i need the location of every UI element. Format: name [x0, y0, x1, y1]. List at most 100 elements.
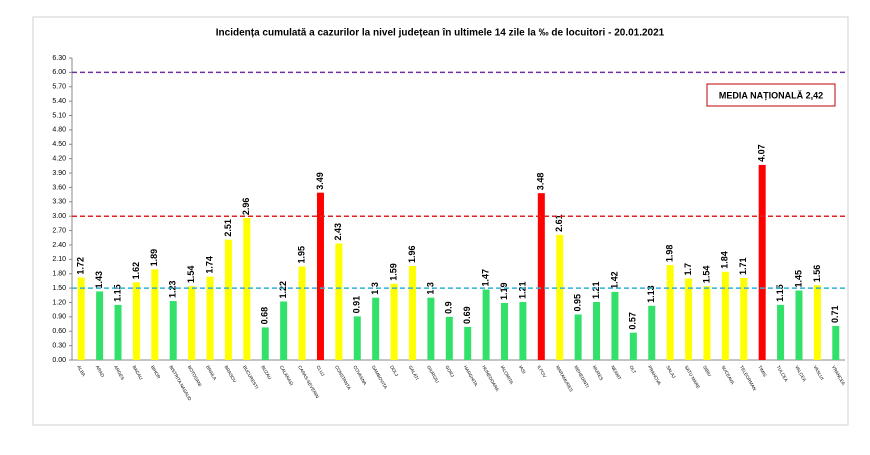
bar: [464, 326, 472, 360]
x-tick-label: ARAD: [95, 365, 106, 379]
value-label: 3.48: [536, 173, 546, 191]
value-label: 1.22: [278, 281, 288, 299]
y-tick-label: 4.20: [52, 156, 66, 163]
bar: [832, 325, 840, 360]
bar: [427, 297, 435, 360]
value-label: 1.89: [149, 249, 159, 267]
y-tick-label: 2.70: [52, 227, 66, 234]
chart-title: Incidența cumulată a cazurilor la nivel …: [216, 28, 665, 39]
value-label: 1.54: [186, 266, 196, 284]
value-label: 1.3: [370, 282, 380, 295]
value-label: 2.61: [554, 214, 564, 232]
y-tick-label: 5.70: [52, 84, 66, 91]
bar: [648, 305, 656, 360]
value-label: 1.21: [591, 281, 601, 299]
bar: [96, 291, 104, 360]
y-tick-label: 1.20: [52, 299, 66, 306]
y-tick-label: 0.30: [52, 342, 66, 349]
bar: [795, 290, 803, 360]
bar: [316, 192, 324, 360]
bar: [740, 278, 748, 360]
y-tick-label: 3.60: [52, 184, 66, 191]
value-label: 1.74: [204, 256, 214, 274]
bar: [77, 277, 85, 360]
y-tick-label: 0.60: [52, 328, 66, 335]
bar: [758, 164, 766, 360]
x-tick-label: ILFOV: [536, 365, 547, 379]
x-tick-label: OLT: [628, 365, 637, 375]
value-label: 1.59: [388, 263, 398, 281]
x-tick-label: ALBA: [76, 365, 86, 377]
value-label: 1.13: [646, 285, 656, 303]
chart-frame: [32, 16, 849, 426]
bar: [666, 265, 674, 360]
y-tick-label: 2.40: [52, 242, 66, 249]
value-label: 1.47: [480, 269, 490, 287]
x-tick-label: SALAJ: [665, 365, 676, 379]
bar: [721, 271, 729, 360]
y-tick-label: 4.50: [52, 141, 66, 148]
y-tick-label: 0.00: [52, 357, 66, 364]
value-label: 2.96: [241, 198, 251, 216]
x-tick-label: TIMIS: [757, 365, 767, 378]
y-tick-label: 1.50: [52, 285, 66, 292]
value-label: 1.3: [425, 282, 435, 295]
x-tick-label: CLUJ: [316, 365, 326, 377]
value-label: 1.21: [517, 281, 527, 299]
bar: [777, 304, 785, 360]
value-label: 1.96: [407, 246, 417, 264]
x-tick-label: BUZAU: [260, 365, 272, 381]
y-tick-label: 2.10: [52, 256, 66, 263]
value-label: 1.54: [701, 266, 711, 284]
bar: [206, 276, 214, 360]
value-label: 1.62: [131, 262, 141, 280]
bar: [574, 314, 582, 360]
bar: [353, 316, 361, 360]
bar: [132, 282, 140, 360]
bar: [519, 301, 527, 360]
value-label: 1.19: [499, 282, 509, 300]
x-tick-label: SIBIU: [702, 365, 712, 378]
bar: [537, 193, 545, 360]
value-label: 1.15: [775, 284, 785, 302]
bar: [445, 316, 453, 360]
value-label: 0.91: [352, 296, 362, 314]
bar: [188, 286, 196, 360]
x-tick-label: IASI: [518, 365, 527, 375]
bar: [482, 289, 490, 360]
value-label: 1.43: [94, 271, 104, 289]
value-label: 1.42: [609, 271, 619, 289]
bar: [224, 239, 232, 360]
bar: [501, 302, 509, 360]
value-label: 0.71: [830, 305, 840, 323]
value-label: 1.7: [683, 263, 693, 276]
y-tick-label: 1.80: [52, 271, 66, 278]
y-tick-label: 6.00: [52, 69, 66, 76]
value-label: 1.15: [112, 284, 122, 302]
value-label: 1.95: [296, 246, 306, 264]
y-tick-label: 5.40: [52, 98, 66, 105]
annotation: MEDIA NAȚIONALĂ 2,42: [719, 90, 823, 100]
bar: [298, 266, 306, 360]
value-label: 0.57: [628, 312, 638, 330]
value-label: 0.95: [573, 294, 583, 312]
y-tick-label: 0.90: [52, 314, 66, 321]
annotation-box: [706, 83, 836, 107]
y-tick-label: 6.30: [52, 55, 66, 62]
x-tick-label: DOLJ: [389, 365, 399, 377]
value-label: 1.71: [738, 257, 748, 275]
bar: [703, 286, 711, 360]
bar: [169, 301, 177, 360]
y-tick-label: 3.30: [52, 199, 66, 206]
value-label: 0.68: [260, 307, 270, 325]
value-label: 1.98: [665, 245, 675, 263]
value-label: 2.51: [223, 219, 233, 237]
value-label: 0.69: [462, 306, 472, 324]
x-tick-label: GORJ: [444, 365, 455, 378]
x-tick-label: BIHOR: [150, 365, 162, 380]
bar: [593, 301, 601, 360]
bar: [629, 332, 637, 360]
value-label: 1.56: [812, 265, 822, 283]
bar: [335, 243, 343, 360]
